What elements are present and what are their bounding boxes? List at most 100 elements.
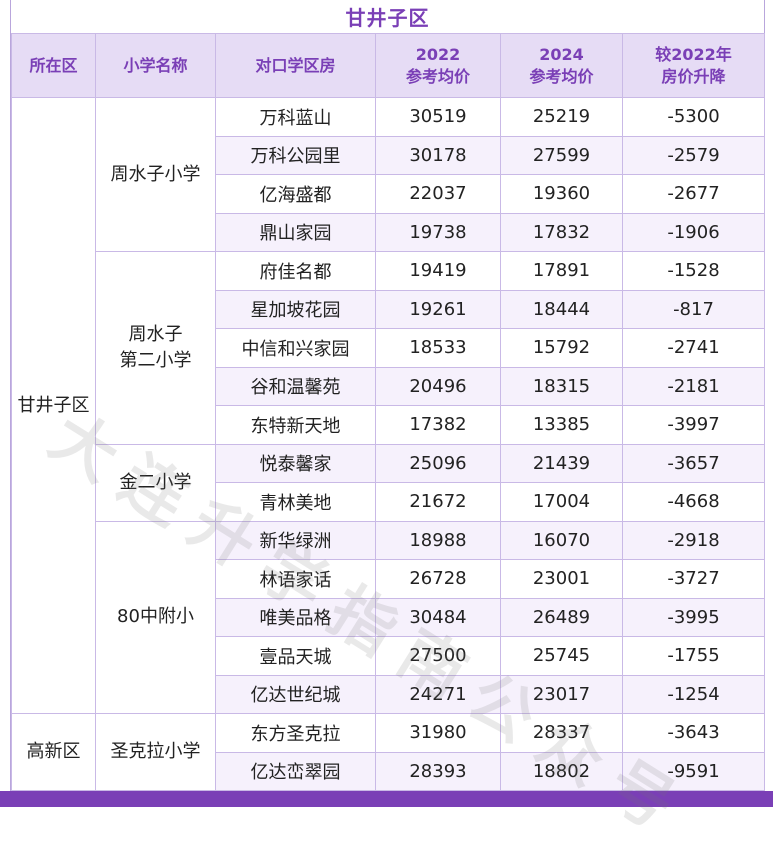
- price-2024-cell: 26489: [500, 597, 623, 637]
- change-cell: -5300: [622, 97, 765, 137]
- price-2022-cell: 26728: [375, 559, 501, 599]
- table-row: 林语家话 26728 23001 -3727: [12, 559, 765, 599]
- change-cell: -2579: [622, 135, 765, 175]
- table-row: 金二小学 悦泰馨家 25096 21439 -3657: [12, 443, 765, 522]
- change-cell: -2918: [622, 520, 765, 560]
- column-header: 对口学区房: [215, 33, 376, 98]
- estate-cell: 谷和温馨苑: [215, 366, 376, 406]
- price-2024-cell: 23001: [500, 559, 623, 599]
- table-frame: 甘井子区 所在区 小学名称 对口学区房 2022 参考均价 2024 参考均价 较2022年房…: [10, 0, 765, 807]
- price-2024-cell: 25219: [500, 97, 623, 137]
- column-header: 小学名称: [95, 33, 216, 98]
- price-2022-cell: 19261: [375, 289, 501, 329]
- price-2024-cell: 15792: [500, 328, 623, 368]
- table-row: 高新区 圣克拉小学 东方圣克拉 31980 28337 -3643: [11, 713, 765, 791]
- price-2022-cell: 20496: [375, 366, 501, 406]
- school-cell: 周水子 第二小学: [95, 251, 216, 445]
- district-cell: 甘井子区: [11, 97, 96, 714]
- price-2024-cell: 23017: [500, 674, 623, 714]
- price-2022-cell: 18988: [375, 520, 501, 560]
- estate-cell: 中信和兴家园: [215, 328, 376, 368]
- change-cell: -2181: [622, 366, 765, 406]
- price-2024-cell: 27599: [500, 135, 623, 175]
- price-2022-cell: 25096: [375, 443, 501, 483]
- price-2024-cell: 17832: [500, 212, 623, 252]
- price-2022-cell: 24271: [375, 674, 501, 714]
- housing-price-table: 所在区 小学名称 对口学区房 2022 参考均价 2024 参考均价 较2022年 房价升降 甘…: [11, 33, 765, 791]
- table-row: 万科公园里 30178 27599 -2579: [12, 135, 765, 175]
- table-row: 甘井子区 周水子小学 万科蓝山 30519 25219 -5300: [11, 97, 765, 714]
- estate-cell: 亿达世纪城: [215, 674, 376, 714]
- price-2022-cell: 19419: [375, 251, 501, 291]
- change-cell: -1528: [622, 251, 765, 291]
- estate-cell: 亿海盛都: [215, 174, 376, 214]
- estate-cell: 鼎山家园: [215, 212, 376, 252]
- estate-cell: 府佳名都: [215, 251, 376, 291]
- column-header: 2024 参考均价: [500, 33, 623, 98]
- change-cell: -1254: [622, 674, 765, 714]
- estate-cell: 新华绿洲: [215, 520, 376, 560]
- estate-cell: 林语家话: [215, 559, 376, 599]
- column-header: 所在区: [11, 33, 96, 98]
- change-cell: -1906: [622, 212, 765, 252]
- price-2024-cell: 13385: [500, 405, 623, 445]
- price-2022-cell: 21672: [375, 482, 501, 522]
- change-cell: -3727: [622, 559, 765, 599]
- price-2022-cell: 22037: [375, 174, 501, 214]
- estate-cell: 壹品天城: [215, 636, 376, 676]
- price-2022-cell: 28393: [375, 751, 501, 791]
- column-header: 2022 参考均价: [375, 33, 501, 98]
- table-body: 甘井子区 周水子小学 万科蓝山 30519 25219 -5300 万科公园里 30178 27…: [11, 97, 765, 791]
- estate-cell: 悦泰馨家: [215, 443, 376, 483]
- change-cell: -2677: [622, 174, 765, 214]
- estate-cell: 万科公园里: [215, 135, 376, 175]
- table-row: 鼎山家园 19738 17832 -1906: [12, 212, 765, 252]
- change-cell: -9591: [622, 751, 765, 791]
- change-cell: -4668: [622, 482, 765, 522]
- page-title: 甘井子区: [11, 0, 764, 34]
- price-2024-cell: 28337: [500, 713, 623, 753]
- table-row: 唯美品格 30484 26489 -3995: [12, 597, 765, 637]
- table-row: 中信和兴家园 18533 15792 -2741: [12, 328, 765, 368]
- school-cell: 80中附小: [95, 520, 216, 714]
- district-cell: 高新区: [11, 713, 96, 791]
- change-cell: -3997: [622, 405, 765, 445]
- change-cell: -3657: [622, 443, 765, 483]
- table-row: 壹品天城 27500 25745 -1755: [12, 636, 765, 676]
- table-row: 周水子 第二小学 府佳名都 19419 17891 -1528: [12, 251, 765, 445]
- table-row: 亿达峦翠园 28393 18802 -9591: [12, 751, 765, 791]
- table-row: 亿达世纪城 24271 23017 -1254: [12, 674, 765, 714]
- price-2024-cell: 19360: [500, 174, 623, 214]
- price-2022-cell: 31980: [375, 713, 501, 753]
- change-cell: -2741: [622, 328, 765, 368]
- price-2024-cell: 17004: [500, 482, 623, 522]
- price-2022-cell: 30484: [375, 597, 501, 637]
- estate-cell: 唯美品格: [215, 597, 376, 637]
- price-2024-cell: 25745: [500, 636, 623, 676]
- estate-cell: 东方圣克拉: [215, 713, 376, 753]
- estate-cell: 万科蓝山: [215, 97, 376, 137]
- price-2024-cell: 18444: [500, 289, 623, 329]
- price-2024-cell: 17891: [500, 251, 623, 291]
- estate-cell: 星加坡花园: [215, 289, 376, 329]
- school-cell: 周水子小学: [95, 97, 216, 252]
- price-2024-cell: 16070: [500, 520, 623, 560]
- estate-cell: 青林美地: [215, 482, 376, 522]
- school-cell: 圣克拉小学: [95, 713, 216, 791]
- bottom-bar: [0, 791, 773, 807]
- price-2024-cell: 21439: [500, 443, 623, 483]
- school-cell: 金二小学: [95, 443, 216, 522]
- header-row: 所在区 小学名称 对口学区房 2022 参考均价 2024 参考均价 较2022年 房价升降: [11, 33, 765, 98]
- table-row: 80中附小 新华绿洲 18988 16070 -2918: [12, 520, 765, 714]
- price-2022-cell: 30519: [375, 97, 501, 137]
- change-cell: -1755: [622, 636, 765, 676]
- price-2022-cell: 27500: [375, 636, 501, 676]
- estate-cell: 东特新天地: [215, 405, 376, 445]
- price-2022-cell: 30178: [375, 135, 501, 175]
- price-2022-cell: 17382: [375, 405, 501, 445]
- change-cell: -3643: [622, 713, 765, 753]
- price-2022-cell: 18533: [375, 328, 501, 368]
- price-2022-cell: 19738: [375, 212, 501, 252]
- price-2024-cell: 18802: [500, 751, 623, 791]
- column-header: 较2022年 房价升降: [622, 33, 765, 98]
